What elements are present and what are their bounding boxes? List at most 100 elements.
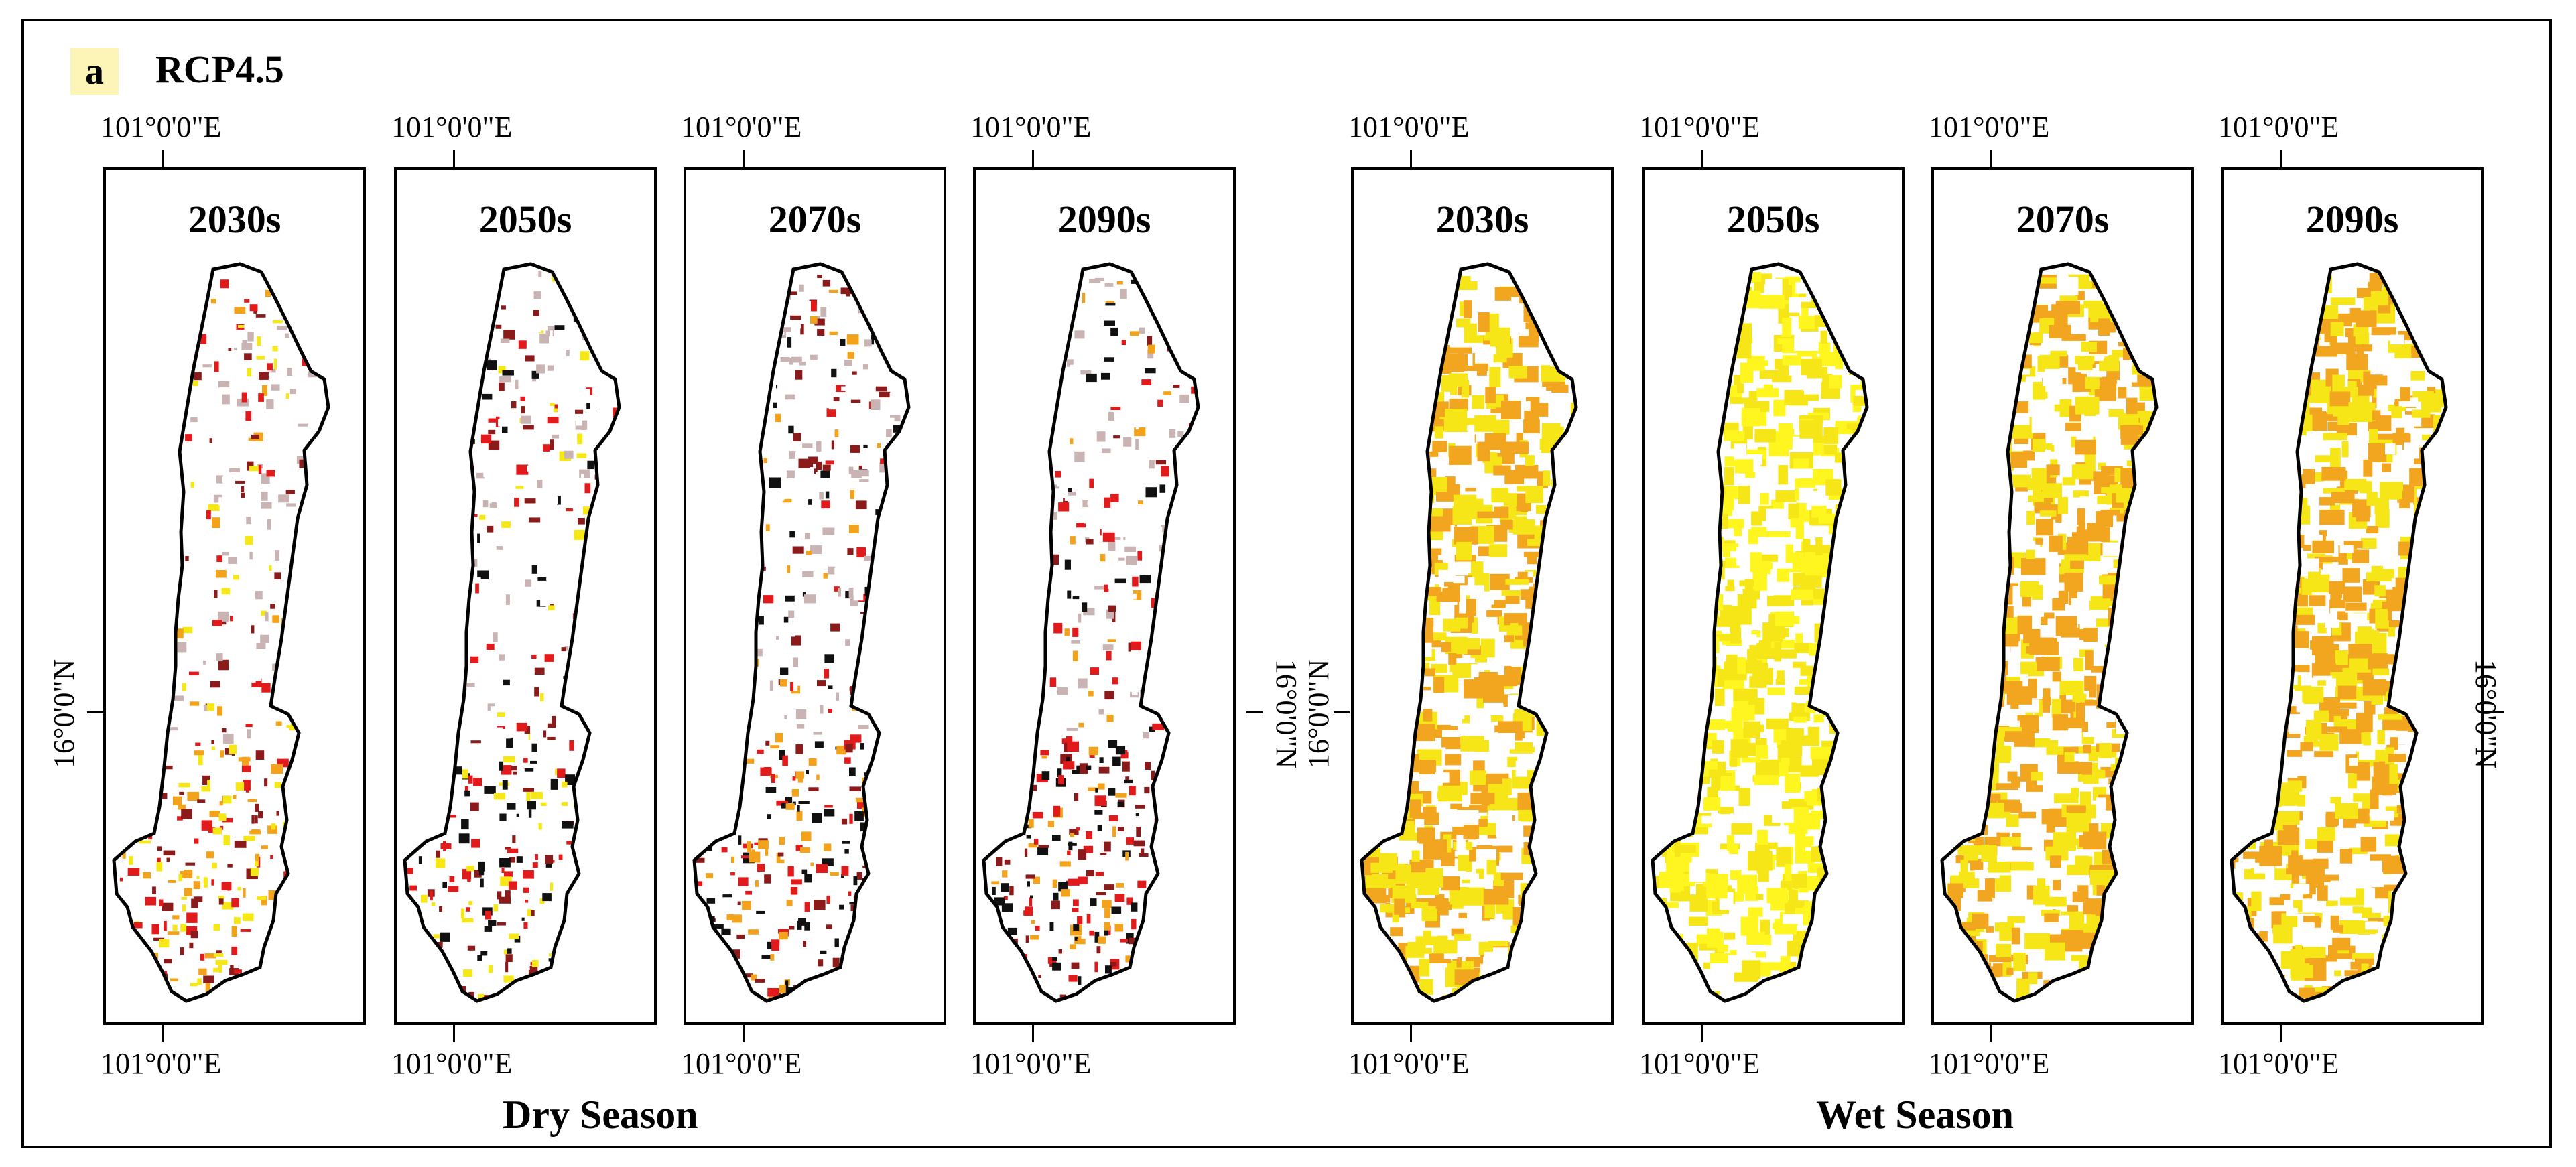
risk-cell	[468, 775, 473, 784]
risk-cell	[424, 683, 433, 689]
risk-cell	[1047, 408, 1052, 416]
risk-cell	[826, 408, 836, 417]
risk-cell	[1397, 384, 1409, 399]
risk-cell	[454, 307, 464, 315]
risk-cell	[1131, 902, 1138, 912]
risk-cell	[241, 765, 251, 772]
risk-cell	[1062, 465, 1071, 472]
risk-cell	[1135, 805, 1145, 809]
risk-cell	[229, 504, 233, 512]
risk-cell	[1106, 468, 1114, 478]
risk-cell	[216, 950, 222, 955]
risk-cell	[806, 312, 810, 322]
risk-cell	[1011, 298, 1022, 303]
risk-cell	[574, 510, 580, 518]
risk-cell	[1398, 864, 1405, 874]
risk-cell	[1039, 478, 1049, 486]
risk-cell	[732, 483, 743, 487]
risk-cell	[2131, 638, 2156, 646]
risk-cell	[296, 688, 306, 699]
risk-cell	[129, 401, 140, 409]
lon-tick-top	[1410, 150, 1412, 167]
risk-cell	[1149, 685, 1154, 695]
lon-label-bottom: 101°0'0"E	[1348, 1047, 1470, 1080]
risk-cell	[1131, 279, 1137, 284]
risk-cell	[524, 673, 529, 677]
risk-cell	[1137, 500, 1143, 504]
risk-cell	[468, 363, 478, 370]
risk-cell	[1754, 775, 1779, 786]
risk-cell	[1038, 975, 1041, 978]
risk-cell	[720, 653, 724, 661]
risk-cell	[1005, 505, 1014, 510]
risk-cell	[1563, 316, 1576, 324]
risk-cell	[1518, 809, 1543, 822]
risk-cell	[233, 336, 237, 346]
risk-cell	[841, 874, 844, 878]
risk-cell	[1135, 813, 1139, 817]
risk-cell	[458, 641, 462, 648]
risk-cell	[1175, 691, 1183, 695]
risk-cell	[1756, 862, 1767, 874]
risk-cell	[1152, 723, 1165, 730]
risk-cell	[1417, 289, 1428, 308]
risk-cell	[889, 393, 898, 402]
risk-cell	[581, 665, 586, 669]
risk-cell	[556, 954, 561, 958]
risk-cell	[992, 629, 1003, 636]
risk-cell	[267, 519, 271, 530]
risk-cell	[1653, 973, 1668, 979]
risk-cell	[1155, 993, 1161, 1001]
risk-cell	[1710, 953, 1731, 963]
risk-cell	[1026, 835, 1031, 839]
risk-cell	[869, 814, 879, 820]
risk-cell	[1654, 608, 1673, 624]
risk-cell	[1546, 330, 1565, 351]
risk-cell	[793, 726, 797, 733]
risk-cell	[577, 809, 588, 815]
risk-cell	[600, 637, 607, 646]
risk-cell	[1856, 795, 1867, 809]
risk-cell	[1388, 374, 1405, 388]
risk-cell	[1827, 778, 1840, 795]
risk-cell	[415, 394, 420, 398]
risk-cell	[1982, 393, 1998, 405]
risk-cell	[123, 657, 133, 666]
risk-cell	[446, 301, 450, 312]
risk-cell	[158, 725, 166, 730]
risk-cell	[1509, 742, 1533, 754]
risk-cell	[1683, 440, 1707, 448]
risk-cell	[1448, 653, 1457, 665]
risk-cell	[1147, 336, 1153, 346]
risk-cell	[128, 998, 139, 1001]
risk-cell	[516, 431, 527, 436]
risk-cell	[1449, 445, 1472, 465]
risk-cell	[883, 525, 887, 534]
risk-cell	[434, 274, 442, 285]
risk-cell	[261, 683, 271, 693]
risk-cell	[1096, 431, 1106, 442]
risk-cell	[787, 866, 794, 877]
risk-cell	[710, 360, 718, 370]
risk-cell	[1819, 285, 1840, 300]
risk-cell	[991, 321, 1004, 330]
risk-cell	[1669, 595, 1693, 601]
risk-cell	[1086, 765, 1092, 770]
risk-cell	[1523, 551, 1541, 557]
risk-cell	[1551, 344, 1564, 358]
risk-cell	[1163, 391, 1172, 395]
risk-cell	[999, 609, 1007, 614]
risk-cell	[1086, 831, 1093, 839]
risk-cell	[704, 991, 713, 996]
risk-cell	[182, 602, 188, 613]
risk-cell	[622, 825, 633, 833]
risk-cell	[1169, 669, 1175, 677]
risk-cell	[1397, 754, 1419, 773]
risk-cell	[1677, 989, 1698, 1001]
risk-cell	[2135, 641, 2148, 648]
risk-cell	[1536, 505, 1547, 514]
risk-cell	[994, 428, 1000, 436]
risk-cell	[1817, 787, 1834, 802]
risk-cell	[788, 514, 795, 519]
risk-cell	[424, 321, 429, 332]
